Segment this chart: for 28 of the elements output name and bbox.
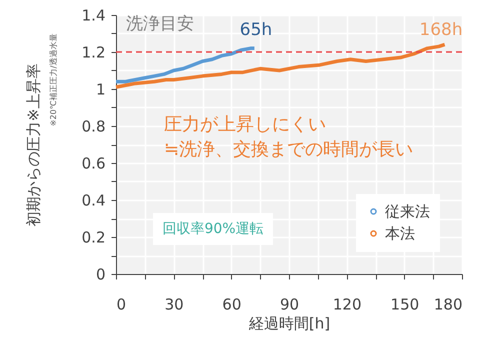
x-tick-label: 60	[222, 296, 242, 314]
legend-label: 本法	[385, 224, 415, 242]
y-tick-label: 0	[96, 266, 106, 284]
y-tick-label: 1	[96, 80, 106, 98]
annotation: 168h	[419, 20, 463, 40]
x-tick-label: 150	[390, 296, 420, 314]
x-tick-label: 120	[332, 296, 362, 314]
x-tick-label: 180	[434, 296, 462, 314]
x-tick-label: 90	[280, 296, 300, 314]
y-tick-label: 0.8	[82, 118, 106, 136]
y-tick-label: 0.4	[82, 192, 106, 210]
y-tick-label: 0.6	[82, 154, 106, 172]
text: ※20℃補正圧力/透過水量	[49, 34, 58, 126]
ref-line-label: 洗浄目安	[126, 14, 194, 34]
annotation: 圧力が上昇しにくい	[164, 114, 326, 135]
y-tick-label: 1.2	[82, 44, 106, 62]
x-tick-label: 30	[164, 296, 184, 314]
y-tick-label: 1.4	[82, 6, 106, 24]
annotation: ≒洗浄、交換までの時間が長い	[164, 139, 414, 160]
line-series	[114, 42, 446, 89]
line-series	[114, 46, 256, 84]
annotation: 65h	[240, 20, 272, 40]
annotation: 回収率90%運転	[162, 221, 264, 237]
y-axis-title: 初期からの圧力※上昇率	[24, 64, 43, 226]
x-tick-label: 0	[116, 296, 126, 314]
legend-label: 従来法	[385, 202, 430, 220]
y-tick-label: 0.2	[82, 228, 106, 246]
x-axis-title: 経過時間[h]	[248, 314, 330, 332]
